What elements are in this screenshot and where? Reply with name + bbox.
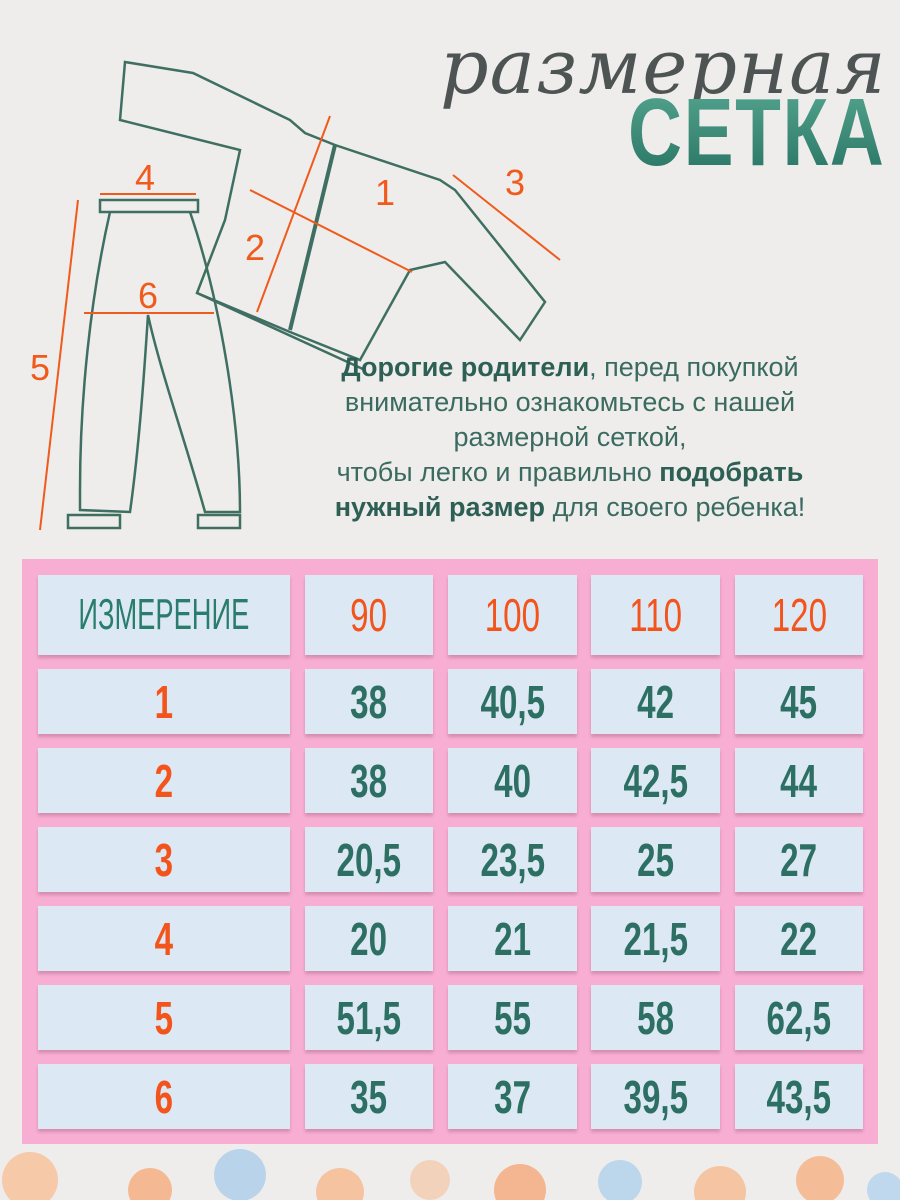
garment-diagram: 1 2 3 4 5 6 xyxy=(30,60,561,531)
size-value: 21,5 xyxy=(623,912,688,965)
table-cell: 5 xyxy=(38,985,290,1050)
label-2: 2 xyxy=(245,227,265,268)
table-cell: 55 xyxy=(448,985,577,1050)
label-6: 6 xyxy=(138,275,158,316)
table-cell: 45 xyxy=(735,669,863,734)
table-cell: 40,5 xyxy=(448,669,577,734)
label-4: 4 xyxy=(135,157,155,198)
jacket-outline xyxy=(118,60,547,362)
size-value: 62,5 xyxy=(766,991,832,1044)
size-value: 23,5 xyxy=(480,833,545,886)
column-header: 110 xyxy=(629,589,682,641)
table-cell: 22 xyxy=(735,906,863,971)
intro-text: Дорогие родители, перед покупкой внимате… xyxy=(255,350,885,525)
table-cell: 42,5 xyxy=(591,748,720,813)
size-value: 21 xyxy=(494,912,531,965)
table-header-cell: 110 xyxy=(591,575,720,655)
size-value: 35 xyxy=(350,1070,388,1123)
size-value: 55 xyxy=(494,991,531,1044)
intro-text-part: чтобы легко и правильно xyxy=(336,457,660,487)
table-cell: 1 xyxy=(38,669,290,734)
measurement-arrows xyxy=(39,115,561,531)
table-cell: 40 xyxy=(448,748,577,813)
table-cell: 37 xyxy=(448,1064,577,1129)
column-header: ИЗМЕРЕНИЕ xyxy=(78,590,250,639)
measurement-number: 6 xyxy=(154,1070,174,1123)
table-cell: 23,5 xyxy=(448,827,577,892)
table-cell: 38 xyxy=(305,748,433,813)
size-value: 20,5 xyxy=(336,833,402,886)
label-1: 1 xyxy=(375,172,395,213)
intro-line: внимательно ознакомьтесь с нашей xyxy=(344,387,796,417)
size-value: 40 xyxy=(494,754,531,807)
intro-text-part: , перед покупкой xyxy=(589,352,799,382)
size-value: 20 xyxy=(350,912,388,965)
hearts-background xyxy=(2,1149,900,1200)
size-value: 27 xyxy=(780,833,818,886)
size-value: 25 xyxy=(637,833,674,886)
measurement-number: 1 xyxy=(154,675,174,728)
size-value: 40,5 xyxy=(480,675,545,728)
title-bold: СЕТКА xyxy=(628,79,886,186)
size-value: 42,5 xyxy=(623,754,688,807)
pants-waistband xyxy=(98,198,200,214)
table-cell: 38 xyxy=(305,669,433,734)
table-cell: 44 xyxy=(735,748,863,813)
size-table: ИЗМЕРЕНИЕ 90 100 110 120 1 38 40,5 42 45 2 38 40 42,5… xyxy=(22,559,878,1144)
size-value: 44 xyxy=(780,754,818,807)
table-cell: 62,5 xyxy=(735,985,863,1050)
measurement-number: 5 xyxy=(154,991,174,1044)
label-5: 5 xyxy=(30,347,50,388)
size-value: 42 xyxy=(637,675,674,728)
size-value: 38 xyxy=(350,675,388,728)
intro-bold: подобрать xyxy=(659,457,804,487)
table-cell: 20,5 xyxy=(305,827,433,892)
table-cell: 2 xyxy=(38,748,290,813)
size-value: 22 xyxy=(780,912,818,965)
label-3: 3 xyxy=(505,162,525,203)
measurement-number: 3 xyxy=(154,833,174,886)
table-cell: 39,5 xyxy=(591,1064,720,1129)
title-script: размерная xyxy=(440,22,887,111)
size-value: 39,5 xyxy=(623,1070,688,1123)
column-header: 120 xyxy=(771,589,827,641)
table-cell: 51,5 xyxy=(305,985,433,1050)
table-cell: 35 xyxy=(305,1064,433,1129)
column-header: 90 xyxy=(350,589,388,641)
table-header-cell: ИЗМЕРЕНИЕ xyxy=(38,575,290,655)
table-cell: 58 xyxy=(591,985,720,1050)
table-cell: 4 xyxy=(38,906,290,971)
intro-bold: нужный размер xyxy=(334,492,546,522)
table-cell: 20 xyxy=(305,906,433,971)
measurement-number: 2 xyxy=(154,754,174,807)
intro-line: размерной сеткой, xyxy=(453,422,687,452)
table-cell: 6 xyxy=(38,1064,290,1129)
pants-outline xyxy=(78,211,242,514)
size-value: 58 xyxy=(637,991,674,1044)
table-header-cell: 90 xyxy=(305,575,433,655)
size-value: 38 xyxy=(350,754,388,807)
measurement-number: 4 xyxy=(154,912,174,965)
table-cell: 27 xyxy=(735,827,863,892)
column-header: 100 xyxy=(484,589,541,641)
table-cell: 21,5 xyxy=(591,906,720,971)
table-header-cell: 120 xyxy=(735,575,863,655)
size-value: 37 xyxy=(494,1070,531,1123)
intro-text-part: для своего ребенка! xyxy=(545,492,806,522)
table-cell: 42 xyxy=(591,669,720,734)
size-value: 43,5 xyxy=(766,1070,832,1123)
table-cell: 25 xyxy=(591,827,720,892)
table-cell: 3 xyxy=(38,827,290,892)
size-value: 51,5 xyxy=(336,991,402,1044)
table-cell: 43,5 xyxy=(735,1064,863,1129)
size-value: 45 xyxy=(780,675,818,728)
table-cell: 21 xyxy=(448,906,577,971)
table-header-cell: 100 xyxy=(448,575,577,655)
intro-bold: Дорогие родители xyxy=(341,352,590,382)
